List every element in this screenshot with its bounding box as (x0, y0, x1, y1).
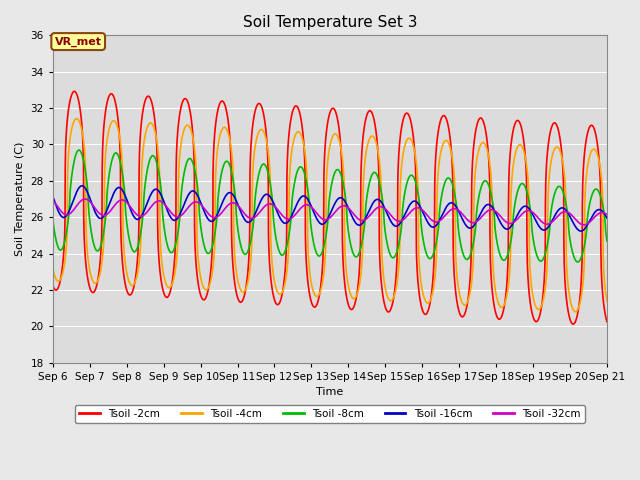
Tsoil -2cm (49, 282, 57, 288)
Tsoil -2cm (532, 319, 540, 324)
Tsoil -16cm (145, 195, 153, 201)
Tsoil -32cm (593, 213, 600, 218)
Tsoil -32cm (49, 198, 57, 204)
Tsoil -8cm (145, 159, 153, 165)
Tsoil -8cm (593, 186, 600, 192)
Tsoil -4cm (285, 176, 293, 182)
Y-axis label: Soil Temperature (C): Soil Temperature (C) (15, 142, 25, 256)
Tsoil -8cm (285, 228, 293, 234)
Tsoil -4cm (145, 121, 153, 127)
Tsoil -4cm (603, 298, 611, 304)
Tsoil -4cm (572, 309, 579, 314)
Tsoil -2cm (603, 319, 611, 324)
Tsoil -2cm (70, 88, 78, 94)
Legend: Tsoil -2cm, Tsoil -4cm, Tsoil -8cm, Tsoil -16cm, Tsoil -32cm: Tsoil -2cm, Tsoil -4cm, Tsoil -8cm, Tsoi… (75, 405, 585, 423)
Line: Tsoil -8cm: Tsoil -8cm (53, 150, 607, 262)
Tsoil -16cm (285, 217, 293, 223)
Tsoil -2cm (285, 126, 293, 132)
Tsoil -4cm (532, 305, 540, 311)
Tsoil -32cm (532, 213, 540, 219)
Tsoil -8cm (532, 252, 540, 257)
Tsoil -4cm (113, 120, 120, 126)
Tsoil -2cm (113, 104, 120, 109)
Tsoil -16cm (577, 228, 585, 234)
Tsoil -4cm (49, 265, 57, 271)
Tsoil -8cm (49, 217, 57, 223)
Line: Tsoil -2cm: Tsoil -2cm (53, 91, 607, 324)
Tsoil -16cm (593, 208, 600, 214)
Tsoil -8cm (574, 259, 582, 265)
Tsoil -16cm (49, 194, 57, 200)
Tsoil -4cm (262, 134, 269, 140)
X-axis label: Time: Time (316, 387, 344, 397)
Tsoil -8cm (262, 163, 269, 168)
Tsoil -4cm (73, 116, 81, 121)
Line: Tsoil -16cm: Tsoil -16cm (53, 186, 607, 231)
Tsoil -32cm (285, 216, 293, 222)
Tsoil -32cm (262, 203, 269, 208)
Tsoil -32cm (580, 222, 588, 228)
Tsoil -16cm (262, 192, 269, 197)
Tsoil -2cm (570, 321, 577, 327)
Tsoil -8cm (603, 238, 611, 244)
Tsoil -2cm (593, 135, 600, 141)
Tsoil -16cm (78, 183, 86, 189)
Tsoil -32cm (603, 212, 611, 217)
Tsoil -2cm (145, 94, 153, 99)
Line: Tsoil -32cm: Tsoil -32cm (53, 199, 607, 225)
Tsoil -16cm (113, 186, 120, 192)
Tsoil -4cm (593, 149, 600, 155)
Tsoil -16cm (532, 219, 540, 225)
Title: Soil Temperature Set 3: Soil Temperature Set 3 (243, 15, 417, 30)
Text: VR_met: VR_met (54, 36, 102, 47)
Tsoil -32cm (81, 196, 89, 202)
Tsoil -32cm (145, 206, 153, 212)
Tsoil -16cm (603, 215, 611, 221)
Tsoil -32cm (113, 201, 120, 206)
Tsoil -2cm (262, 124, 269, 130)
Line: Tsoil -4cm: Tsoil -4cm (53, 119, 607, 312)
Tsoil -8cm (75, 147, 83, 153)
Tsoil -8cm (113, 150, 120, 156)
